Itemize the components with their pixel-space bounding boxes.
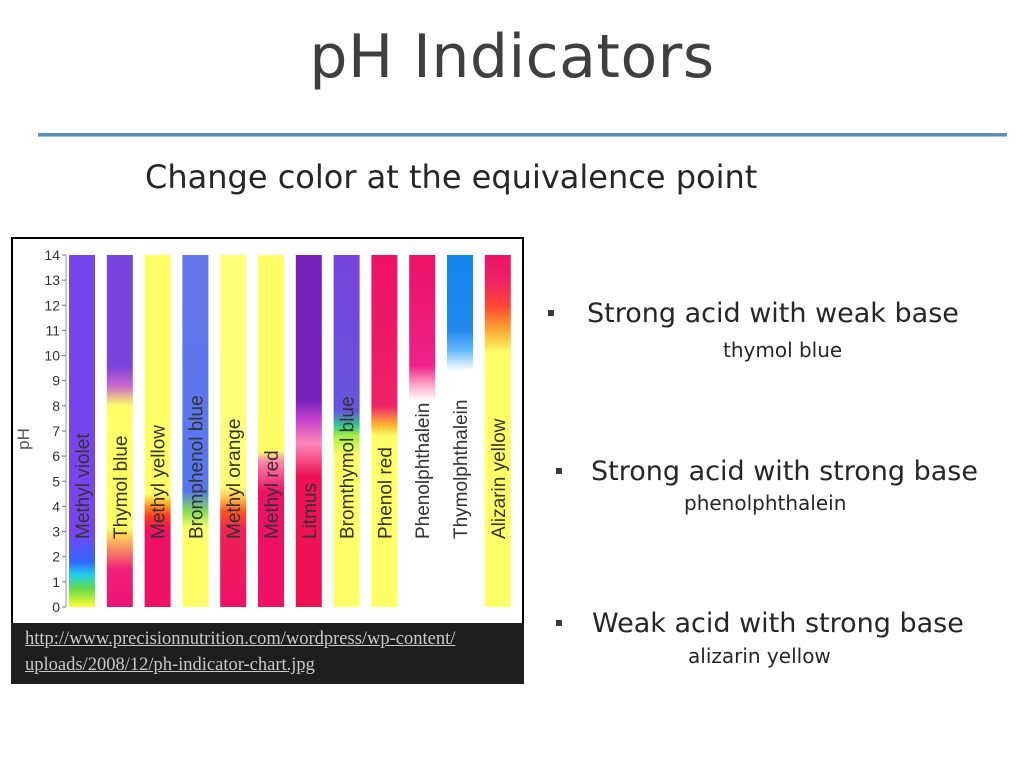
y-tick-label: 7 [52, 423, 60, 439]
indicator-bar [409, 255, 436, 607]
indicator-label: Phenol red [375, 447, 396, 539]
y-tick-label: 12 [44, 297, 60, 313]
indicator-label: Methyl orange [224, 419, 245, 539]
y-tick-label: 0 [52, 599, 60, 615]
title-divider [38, 133, 1007, 137]
indicator-bar [220, 255, 247, 607]
indicator-bar [144, 255, 171, 607]
y-tick-label: 3 [52, 524, 60, 540]
indicator-label: Phenolphthalein [413, 403, 434, 539]
y-tick-label: 13 [44, 272, 60, 288]
caption-line-2[interactable]: uploads/2008/12/ph-indicator-chart.jpg [25, 655, 315, 675]
ph-indicator-chart-image: pH 0 1 2 3 4 5 6 7 8 9 10 11 12 13 14 Methyl violet Thym… [11, 237, 524, 684]
y-tick-label: 2 [52, 549, 60, 565]
square-bullet-icon [548, 310, 554, 316]
indicator-label: Thymol blue [111, 436, 132, 540]
indicator-label: Methyl violet [73, 433, 94, 539]
y-tick-label: 6 [52, 448, 60, 464]
indicator-bar [182, 255, 209, 607]
y-tick-label: 10 [44, 348, 60, 364]
square-bullet-icon [556, 468, 562, 474]
bullet-text: Strong acid with strong base [591, 456, 978, 487]
indicator-bar [69, 255, 95, 607]
indicator-label: Bromphenol blue [186, 395, 207, 539]
bullet-text: Weak acid with strong base [592, 608, 964, 639]
caption-line-1[interactable]: http://www.precisionnutrition.com/wordpr… [25, 629, 456, 649]
indicator-bar [371, 255, 398, 607]
bullet-sub-text: thymol blue [723, 338, 843, 362]
indicator-bar [295, 255, 322, 607]
y-axis-label: pH [14, 428, 33, 450]
square-bullet-icon [556, 620, 562, 626]
y-tick-label: 4 [52, 498, 60, 514]
indicator-bar [258, 255, 284, 607]
slide-subtitle: Change color at the equivalence point [145, 158, 758, 196]
bullet-sub-text: alizarin yellow [688, 644, 831, 668]
slide-title: pH Indicators [309, 22, 715, 92]
indicator-label: Alizarin yellow [489, 418, 510, 539]
y-tick-label: 1 [52, 574, 60, 590]
y-tick-label: 14 [44, 247, 60, 263]
indicator-label: Methyl yellow [149, 425, 170, 539]
y-tick-label: 8 [52, 398, 60, 414]
indicator-bar [484, 255, 511, 607]
indicator-label: Thymolphthalein [451, 400, 472, 539]
indicator-label: Bromthymol blue [338, 396, 359, 539]
image-source-caption: http://www.precisionnutrition.com/wordpr… [11, 623, 524, 684]
indicator-bar [333, 255, 360, 607]
indicator-label: Litmus [300, 483, 321, 539]
indicator-bar [106, 255, 133, 607]
y-tick-label: 5 [52, 473, 60, 489]
indicator-label: Methyl red [262, 450, 283, 539]
bullet-sub-text: phenolphthalein [684, 491, 847, 515]
indicator-bar [447, 255, 473, 607]
bullet-text: Strong acid with weak base [587, 298, 959, 329]
y-tick-label: 11 [45, 322, 60, 338]
y-tick-label: 9 [52, 373, 60, 389]
